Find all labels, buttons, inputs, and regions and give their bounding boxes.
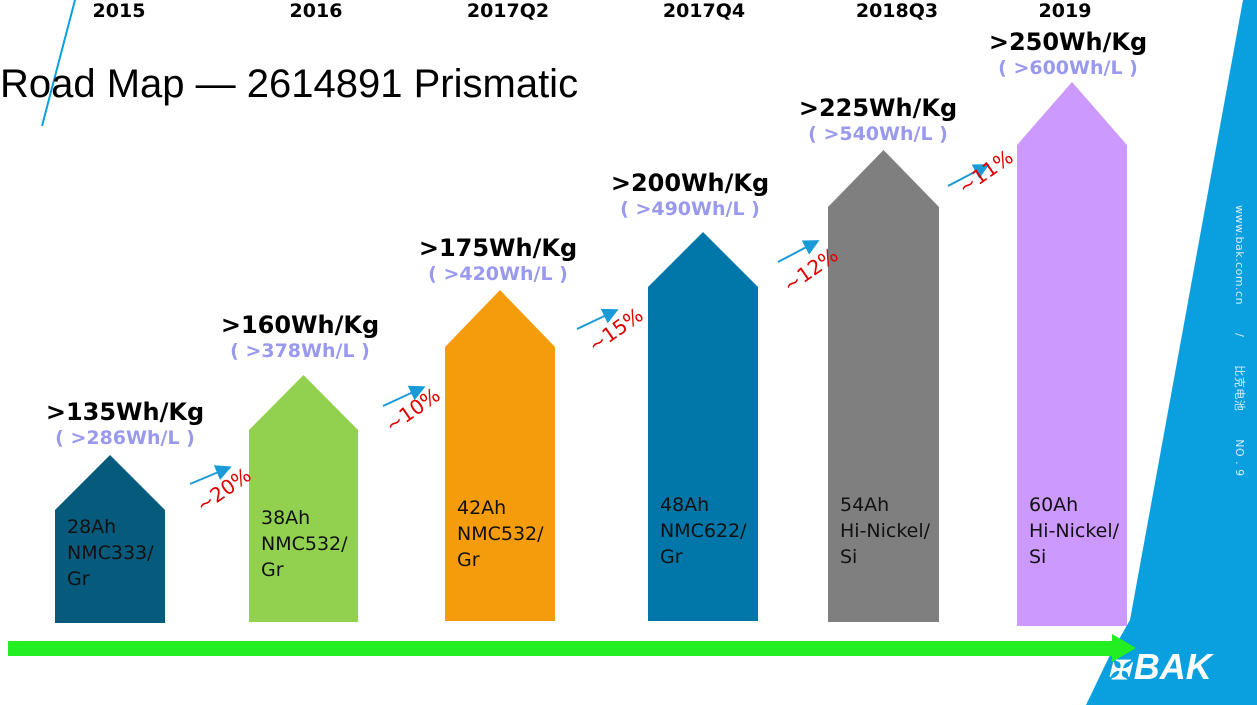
milestone-arrow-2017Q2 xyxy=(445,290,555,621)
energy-density-wh-l: ( >378Wh/L ) xyxy=(230,340,370,362)
milestone-arrow-2016 xyxy=(249,375,358,622)
year-label: 2016 xyxy=(289,0,343,22)
bak-logo-text: BAK xyxy=(1133,646,1212,687)
title-accent-line xyxy=(41,0,76,127)
timeline-arrow xyxy=(8,634,1136,662)
side-footer-text: www.bak.com.cn / 比克电池 NO . 9 xyxy=(1232,205,1248,505)
bak-logo: ✠ BAK xyxy=(1108,646,1212,688)
cell-spec: 38Ah NMC532/ Gr xyxy=(261,507,348,581)
energy-density-wh-l: ( >420Wh/L ) xyxy=(428,263,568,285)
separator: / xyxy=(1233,333,1246,338)
cell-spec: 54Ah Hi-Nickel/ Si xyxy=(840,494,931,568)
energy-density-wh-kg: >160Wh/Kg xyxy=(220,311,380,339)
increase-arrow-icon xyxy=(576,308,619,330)
energy-density-wh-kg: >225Wh/Kg xyxy=(798,94,958,122)
milestone-arrow-2018Q3 xyxy=(828,150,939,622)
cell-spec: 48Ah NMC622/ Gr xyxy=(660,494,747,568)
energy-density-wh-l: ( >600Wh/L ) xyxy=(998,57,1138,79)
energy-density-wh-l: ( >540Wh/L ) xyxy=(808,123,948,145)
slide-title: Road Map — 2614891 Prismatic xyxy=(0,62,579,106)
energy-density-wh-l: ( >490Wh/L ) xyxy=(620,198,760,220)
year-label: 2017Q2 xyxy=(466,0,550,22)
energy-density-wh-kg: >135Wh/Kg xyxy=(45,398,205,426)
milestone-arrow-2017Q4 xyxy=(648,232,758,621)
website-url: www.bak.com.cn xyxy=(1233,205,1246,306)
year-label: 2018Q3 xyxy=(855,0,939,22)
increase-arrow-icon xyxy=(777,240,820,263)
year-label: 2019 xyxy=(1038,0,1092,22)
increase-arrow-icon xyxy=(189,465,232,485)
energy-density-wh-kg: >175Wh/Kg xyxy=(418,234,578,262)
increase-arrow-icon xyxy=(382,385,426,407)
year-label: 2015 xyxy=(92,0,146,22)
cell-spec: 42Ah NMC532/ Gr xyxy=(457,497,544,571)
company-name: 比克电池 xyxy=(1233,365,1246,412)
energy-density-wh-kg: >250Wh/Kg xyxy=(988,28,1148,56)
milestone-arrow-2019 xyxy=(1017,82,1127,626)
page-number: NO . 9 xyxy=(1233,439,1246,477)
year-label: 2017Q4 xyxy=(662,0,746,22)
bak-logo-icon: ✠ xyxy=(1108,655,1130,685)
energy-density-wh-kg: >200Wh/Kg xyxy=(610,169,770,197)
increase-arrow-icon xyxy=(947,164,990,187)
energy-density-wh-l: ( >286Wh/L ) xyxy=(55,427,195,449)
cell-spec: 28Ah NMC333/ Gr xyxy=(67,516,154,590)
milestone-arrow-2015 xyxy=(55,455,165,623)
cell-spec: 60Ah Hi-Nickel/ Si xyxy=(1029,494,1120,568)
blue-side-panel xyxy=(1086,0,1257,705)
